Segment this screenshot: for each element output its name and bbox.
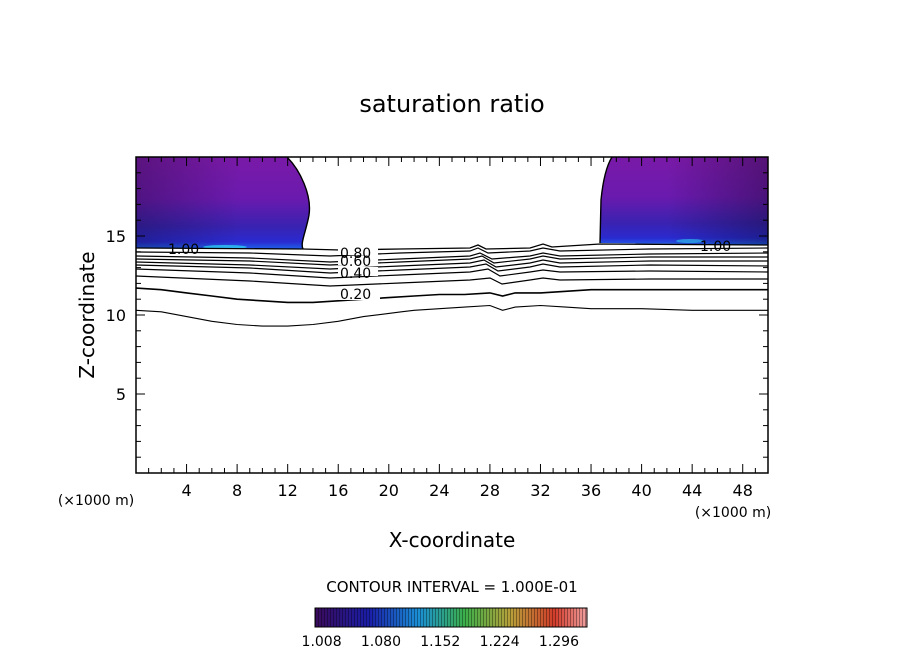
right-bright-band — [676, 239, 704, 243]
contour-label-0.40: 0.40 — [340, 266, 371, 282]
colorbar-frame — [314, 607, 588, 628]
x-axis: 4 8 12 16 20 24 28 32 36 40 44 48 — [148, 157, 756, 500]
colorbar-ticks: 1.008 1.080 1.152 1.224 1.296 — [302, 634, 580, 650]
contour-line-0.50 — [136, 263, 768, 274]
contour-line-0.60 — [136, 259, 768, 270]
contour-line-0.20 — [136, 287, 768, 304]
y-tick-label: 15 — [106, 227, 126, 246]
contour-labels: 1.00 0.80 0.60 0.40 0.20 1.00 — [168, 239, 731, 303]
colorbar-stripes — [315, 608, 587, 627]
contour-line-1.00 — [136, 243, 768, 251]
x-tick-label: 16 — [328, 481, 348, 500]
y-tick-label: 10 — [106, 306, 126, 325]
x-tick-label: 40 — [631, 481, 651, 500]
contour-line-0.10 — [136, 304, 768, 327]
colorbar-tick-label: 1.080 — [361, 634, 401, 650]
colorbar-tick-label: 1.008 — [302, 634, 342, 650]
right-region-outline — [599, 157, 613, 244]
right-shaded-region-shadow — [600, 157, 768, 245]
x-tick-label: 8 — [232, 481, 242, 500]
x-axis-unit-left: (×1000 m) — [58, 493, 134, 509]
contour-line-0.30 — [136, 275, 768, 287]
x-tick-label: 20 — [379, 481, 399, 500]
x-tick-label: 32 — [530, 481, 550, 500]
contour-line-0.80 — [136, 252, 768, 263]
x-tick-label: 28 — [480, 481, 500, 500]
x-tick-label: 44 — [682, 481, 702, 500]
contour-label-left-1.00: 1.00 — [168, 242, 199, 258]
contour-label-0.20: 0.20 — [340, 287, 371, 303]
x-tick-label: 48 — [733, 481, 753, 500]
contour-band — [136, 243, 768, 287]
left-shaded-region-shadow — [136, 157, 310, 249]
left-region-outline — [286, 157, 311, 250]
shaded-regions — [136, 157, 768, 250]
colorbar-tick-label: 1.224 — [480, 634, 520, 650]
x-tick-label: 4 — [181, 481, 191, 500]
contour-line-0.70 — [136, 255, 768, 266]
contour-interval: CONTOUR INTERVAL = 1.000E-01 — [326, 578, 577, 596]
contour-line-0.40 — [136, 268, 768, 279]
colorbar-tick-label: 1.152 — [420, 634, 460, 650]
chart-title: saturation ratio — [359, 90, 544, 118]
y-axis: 5 10 15 — [106, 172, 768, 458]
y-axis-label: Z-coordinate — [75, 251, 99, 378]
colorbar-tick-label: 1.296 — [539, 634, 579, 650]
x-tick-label: 24 — [429, 481, 449, 500]
colorbar: 1.008 1.080 1.152 1.224 1.296 — [302, 607, 588, 650]
contour-label-right-1.00: 1.00 — [700, 239, 731, 255]
contour-lines — [136, 287, 768, 327]
x-axis-label: X-coordinate — [389, 528, 516, 552]
contour-label-0.60: 0.60 — [340, 254, 371, 270]
contour-line-0.90 — [136, 247, 768, 257]
x-tick-label: 12 — [278, 481, 298, 500]
y-tick-label: 5 — [116, 385, 126, 404]
x-axis-unit-right: (×1000 m) — [695, 505, 771, 521]
x-tick-label: 36 — [581, 481, 601, 500]
